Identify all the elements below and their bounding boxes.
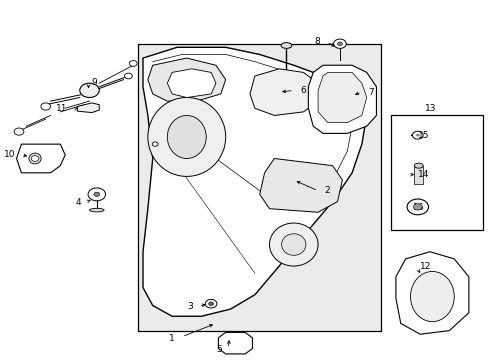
Circle shape xyxy=(31,156,39,161)
Circle shape xyxy=(152,142,158,146)
Ellipse shape xyxy=(269,223,317,266)
Circle shape xyxy=(406,199,427,215)
Text: 10: 10 xyxy=(3,150,15,159)
Text: 16: 16 xyxy=(412,203,424,212)
Text: 14: 14 xyxy=(417,170,428,179)
Ellipse shape xyxy=(167,116,206,158)
Polygon shape xyxy=(77,103,99,113)
Text: 13: 13 xyxy=(424,104,436,113)
Circle shape xyxy=(41,103,50,110)
Polygon shape xyxy=(167,69,216,98)
Text: 9: 9 xyxy=(91,78,97,87)
Polygon shape xyxy=(395,252,468,334)
Circle shape xyxy=(80,83,99,98)
Text: 12: 12 xyxy=(419,262,431,271)
Polygon shape xyxy=(317,72,366,123)
Text: 1: 1 xyxy=(168,334,174,343)
Circle shape xyxy=(129,60,137,66)
Text: 6: 6 xyxy=(300,86,305,95)
Polygon shape xyxy=(249,69,317,116)
Bar xyxy=(390,116,483,230)
Circle shape xyxy=(411,131,422,139)
Circle shape xyxy=(337,42,342,45)
Text: 4: 4 xyxy=(75,198,81,207)
Polygon shape xyxy=(259,158,342,212)
Text: 7: 7 xyxy=(367,87,373,96)
Text: 3: 3 xyxy=(186,302,192,311)
Ellipse shape xyxy=(409,271,453,321)
Circle shape xyxy=(208,302,213,306)
Circle shape xyxy=(14,128,24,135)
Text: 5: 5 xyxy=(216,345,222,354)
Polygon shape xyxy=(142,47,366,316)
Circle shape xyxy=(333,39,346,48)
Polygon shape xyxy=(218,332,252,354)
Ellipse shape xyxy=(413,163,422,168)
Polygon shape xyxy=(308,65,376,134)
Polygon shape xyxy=(147,58,225,101)
Ellipse shape xyxy=(147,98,225,176)
Circle shape xyxy=(124,73,132,79)
Circle shape xyxy=(88,188,105,201)
Polygon shape xyxy=(413,166,422,184)
Circle shape xyxy=(205,300,217,308)
Bar xyxy=(138,44,381,330)
Circle shape xyxy=(415,134,419,136)
Text: 8: 8 xyxy=(314,37,320,46)
Ellipse shape xyxy=(29,153,41,164)
Ellipse shape xyxy=(281,234,305,255)
Circle shape xyxy=(412,204,421,210)
Text: 15: 15 xyxy=(417,131,428,140)
Text: 2: 2 xyxy=(323,186,329,195)
Text: 11: 11 xyxy=(56,104,67,113)
Ellipse shape xyxy=(89,208,104,212)
Polygon shape xyxy=(17,144,65,173)
Ellipse shape xyxy=(281,42,291,48)
Circle shape xyxy=(94,192,100,197)
